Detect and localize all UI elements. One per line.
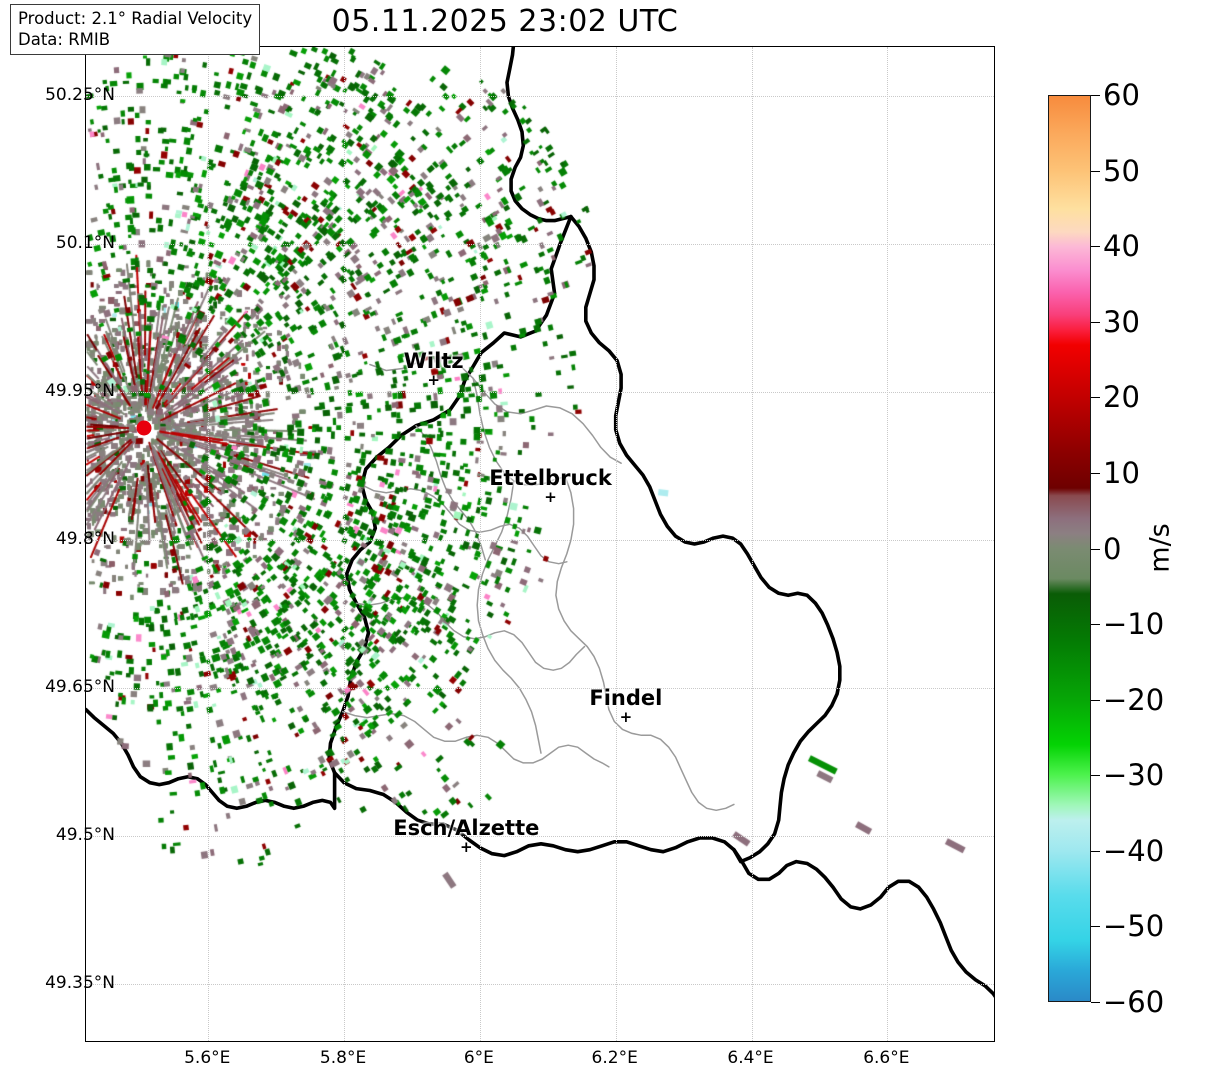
- gridline-lat-2: [86, 392, 994, 394]
- radar-echo-layer: [86, 47, 994, 1041]
- radar-plot: Wiltz + Ettelbruck + Findel + Esch/Alzette +: [85, 46, 995, 1042]
- colorbar-tick-mark-9: [1091, 775, 1100, 777]
- colorbar-gradient: [1048, 95, 1091, 1002]
- colorbar-tick-label-2: 40: [1103, 229, 1140, 264]
- colorbar-tick-mark-4: [1091, 397, 1100, 399]
- legend-data-line: Data: RMIB: [18, 30, 111, 50]
- radar-plot-canvas: Wiltz + Ettelbruck + Findel + Esch/Alzette +: [86, 47, 994, 1041]
- gridline-lat-6: [86, 983, 994, 985]
- colorbar-tick-label-5: 10: [1103, 455, 1140, 490]
- lat-tick-3: 49.8°N: [55, 529, 115, 550]
- colorbar-tick-label-3: 30: [1103, 304, 1140, 339]
- page-title: 05.11.2025 23:02 UTC: [331, 4, 679, 39]
- colorbar-tick-mark-3: [1091, 321, 1100, 323]
- product-legend-box: Product: 2.1° Radial Velocity Data: RMIB: [10, 4, 261, 56]
- gridline-lon-5: [887, 47, 889, 1041]
- lon-tick-5: 6.6°E: [863, 1048, 910, 1068]
- colorbar-tick-mark-7: [1091, 624, 1100, 626]
- gridline-lat-5: [86, 835, 994, 837]
- colorbar-tick-mark-5: [1091, 472, 1100, 474]
- colorbar-tick-mark-11: [1091, 926, 1100, 928]
- colorbar-tick-mark-10: [1091, 850, 1100, 852]
- lat-tick-6: 49.35°N: [45, 972, 115, 993]
- radar-site-marker: [136, 420, 152, 436]
- lon-tick-3: 6.2°E: [591, 1048, 638, 1068]
- colorbar-tick-mark-8: [1091, 699, 1100, 701]
- lat-tick-4: 49.65°N: [45, 676, 115, 697]
- gridline-lon-4: [751, 47, 753, 1041]
- lon-tick-2: 6°E: [463, 1048, 494, 1068]
- colorbar-tick-mark-6: [1091, 548, 1100, 550]
- colorbar-tick-label-1: 50: [1103, 153, 1140, 188]
- lat-tick-5: 49.5°N: [55, 824, 115, 845]
- lat-tick-1: 50.1°N: [55, 233, 115, 254]
- colorbar-tick-mark-2: [1091, 246, 1100, 248]
- colorbar-tick-label-8: −20: [1103, 682, 1165, 717]
- colorbar-tick-label-7: −10: [1103, 607, 1165, 642]
- gridline-lon-3: [615, 47, 617, 1041]
- gridline-lon-2: [479, 47, 481, 1041]
- colorbar-unit-label: m/s: [1144, 523, 1176, 573]
- colorbar-tick-label-4: 20: [1103, 380, 1140, 415]
- gridline-lat-1: [86, 244, 994, 246]
- colorbar-tick-label-11: −50: [1103, 909, 1165, 944]
- colorbar-tick-mark-0: [1091, 95, 1100, 96]
- colorbar-tick-label-6: 0: [1103, 531, 1122, 566]
- gridline-lon-0: [208, 47, 210, 1041]
- lon-tick-0: 5.6°E: [184, 1048, 231, 1068]
- gridline-lat-3: [86, 540, 994, 542]
- colorbar-tick-label-12: −60: [1103, 985, 1165, 1019]
- colorbar: [1048, 95, 1091, 1002]
- lon-tick-4: 6.4°E: [727, 1048, 774, 1068]
- lon-tick-1: 5.8°E: [319, 1048, 367, 1068]
- gridline-lat-0: [86, 96, 994, 98]
- gridline-lon-1: [344, 47, 346, 1041]
- colorbar-tick-mark-1: [1091, 170, 1100, 172]
- lat-tick-2: 49.95°N: [45, 381, 115, 402]
- lat-tick-0: 50.25°N: [45, 85, 115, 106]
- legend-product-line: Product: 2.1° Radial Velocity: [18, 9, 253, 28]
- gridline-lat-4: [86, 687, 994, 689]
- colorbar-tick-label-9: −30: [1103, 758, 1165, 793]
- colorbar-tick-label-0: 60: [1103, 78, 1140, 112]
- colorbar-tick-mark-12: [1091, 1002, 1100, 1003]
- colorbar-tick-label-10: −40: [1103, 833, 1165, 868]
